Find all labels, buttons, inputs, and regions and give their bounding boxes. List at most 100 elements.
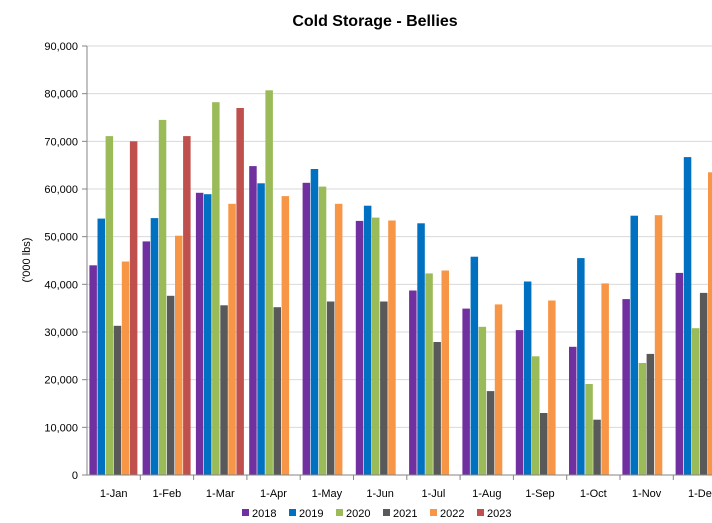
bar-2018-1-Mar [195, 192, 204, 476]
x-tick-label: 1-Mar [206, 488, 235, 500]
legend-label: 2023 [487, 508, 511, 520]
bar-2023-1-Mar [236, 108, 244, 475]
bar-2020-1-Apr [265, 90, 273, 476]
bar-2019-1-Dec [683, 157, 692, 475]
bar-2018-1-Jul [409, 290, 417, 475]
y-tick-label: 70,000 [44, 136, 78, 148]
bar-2020-1-Feb [158, 119, 167, 476]
bar-2020-1-Jul [425, 273, 433, 475]
bar-2022-1-Feb [175, 235, 183, 475]
bar-2021-1-Feb [166, 295, 175, 475]
bar-2020-1-Jan [105, 136, 114, 475]
x-tick-label: 1-Jul [421, 488, 445, 500]
bar-2019-1-Jan [97, 218, 105, 475]
bar-2019-1-Mar [204, 194, 212, 475]
bar-2022-1-Apr [281, 196, 290, 475]
bar-2020-1-Nov [638, 363, 647, 475]
bar-2019-1-Sep [523, 281, 532, 475]
chart-title: Cold Storage - Bellies [292, 13, 457, 30]
bar-2021-1-Apr [273, 307, 281, 475]
legend-swatch [289, 509, 296, 516]
bar-2019-1-May [310, 169, 319, 475]
bar-2020-1-Sep [532, 356, 540, 475]
bar-2023-1-Jan [129, 141, 138, 476]
legend-swatch [477, 509, 484, 516]
bar-2018-1-Nov [622, 299, 630, 475]
x-tick-label: 1-Feb [153, 488, 182, 500]
y-tick-label: 60,000 [44, 184, 78, 196]
y-tick-label: 40,000 [44, 279, 78, 291]
x-tick-label: 1-Nov [632, 488, 662, 500]
bar-2021-1-Aug [486, 391, 495, 475]
x-tick-label: 1-Apr [260, 488, 287, 500]
legend-swatch [430, 509, 437, 516]
bar-2020-1-Oct [585, 384, 593, 475]
bar-2018-1-Oct [569, 346, 577, 475]
y-tick-label: 10,000 [44, 422, 78, 434]
legend-label: 2022 [440, 508, 464, 520]
bar-2021-1-Mar [220, 305, 228, 475]
legend-label: 2018 [252, 508, 276, 520]
bar-2021-1-Sep [540, 413, 548, 475]
bar-2018-1-Jan [89, 265, 97, 475]
bar-2020-1-Dec [691, 328, 700, 475]
bar-2019-1-Oct [577, 258, 585, 475]
x-tick-label: 1-De [688, 488, 712, 500]
bar-2021-1-Oct [593, 419, 601, 475]
bar-2022-1-Mar [228, 203, 236, 476]
bar-2020-1-May [318, 186, 327, 475]
y-tick-label: 90,000 [44, 41, 78, 53]
bar-2018-1-Dec [675, 272, 684, 475]
bar-2022-1-Nov [654, 215, 663, 475]
bar-2021-1-Jul [433, 342, 441, 475]
legend-swatch [242, 509, 249, 516]
x-tick-label: 1-Jan [100, 488, 128, 500]
bar-2022-1-Jun [388, 220, 396, 475]
bar-2023-1-Feb [183, 136, 191, 475]
y-tick-label: 50,000 [44, 232, 78, 244]
bar-2019-1-Nov [630, 215, 638, 475]
bar-2020-1-Jun [372, 217, 380, 475]
bar-2019-1-Jun [363, 205, 372, 475]
x-tick-label: 1-May [312, 488, 343, 500]
legend-label: 2020 [346, 508, 370, 520]
y-axis-label: ('000 lbs) [21, 238, 33, 283]
bar-2019-1-Jul [417, 223, 425, 475]
bar-2022-1-Aug [494, 304, 503, 475]
x-tick-label: 1-Oct [580, 488, 607, 500]
bar-2019-1-Aug [470, 256, 479, 475]
bar-2018-1-Aug [462, 308, 470, 475]
bar-2022-1-Sep [548, 300, 556, 475]
bar-2018-1-May [302, 182, 311, 476]
bar-2022-1-Oct [601, 283, 609, 475]
x-axis-ticks: 1-Jan 1-Feb 1-Mar 1-Apr 1-May 1-Jun 1-Jul 1-Aug… [100, 475, 712, 500]
bar-2021-1-Nov [646, 353, 655, 475]
bar-2020-1-Aug [478, 326, 487, 475]
bar-2019-1-Apr [257, 183, 265, 476]
y-tick-label: 20,000 [44, 375, 78, 387]
bar-2021-1-May [326, 301, 335, 475]
x-tick-label: 1-Sep [525, 488, 554, 500]
bar-2018-1-Sep [515, 330, 524, 475]
bar-2021-1-Jan [113, 325, 122, 475]
bar-2020-1-Mar [212, 102, 220, 475]
y-tick-label: 30,000 [44, 327, 78, 339]
bar-2022-1-Jul [441, 270, 449, 475]
bar-2022-1-Jan [121, 261, 130, 475]
y-tick-label: 0 [72, 470, 78, 482]
gridlines [87, 45, 712, 428]
x-tick-label: 1-Aug [472, 488, 501, 500]
bar-2018-1-Jun [355, 220, 364, 475]
bar-2022-1-May [334, 203, 343, 476]
legend-swatch [383, 509, 390, 516]
bar-2019-1-Feb [150, 218, 159, 475]
y-axis-ticks: 0 10,000 20,000 30,000 40,000 50,000 60,000 70,… [44, 41, 87, 482]
legend: 2018 2019 2020 2021 2022 2023 [242, 508, 511, 520]
x-tick-label: 1-Jun [366, 488, 394, 500]
bar-2021-1-Jun [380, 301, 388, 475]
bar-2018-1-Feb [142, 241, 151, 475]
bars [89, 90, 712, 476]
legend-swatch [336, 509, 343, 516]
bar-2018-1-Apr [249, 166, 257, 475]
